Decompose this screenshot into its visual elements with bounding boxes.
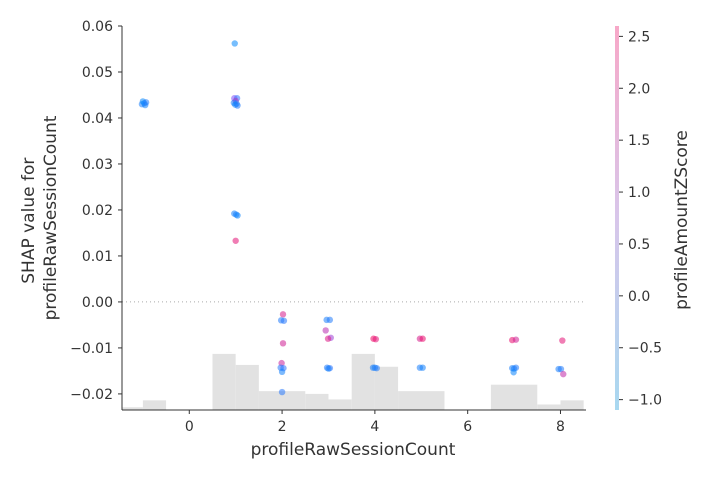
colorbar-tick-label: 1.0 xyxy=(628,185,650,201)
histogram-bar xyxy=(258,391,306,410)
data-point xyxy=(231,40,238,47)
data-point xyxy=(322,327,329,334)
y-tick-label: 0.01 xyxy=(82,249,113,265)
y-tick-label: 0.05 xyxy=(82,65,113,81)
x-tick-label: 2 xyxy=(278,419,287,435)
data-point xyxy=(372,335,380,343)
y-axis-label-line-1: SHAP value for xyxy=(19,158,39,284)
y-tick-label: 0.03 xyxy=(82,157,113,173)
x-ticks: 0 2 4 6 8 xyxy=(185,410,565,435)
histogram-bar xyxy=(305,393,329,410)
colorbar-ticks: −1.0 −0.5 0.0 0.5 1.0 1.5 2.0 2.5 xyxy=(619,29,662,409)
data-point xyxy=(560,370,567,378)
colorbar-tick-label: 2.0 xyxy=(628,81,650,97)
x-tick-label: 0 xyxy=(185,419,194,435)
data-point xyxy=(234,212,241,219)
data-point xyxy=(324,335,332,342)
x-tick-label: 8 xyxy=(556,419,565,435)
histogram-bar xyxy=(490,384,538,410)
points-layer xyxy=(138,40,567,396)
y-tick-label: 0.02 xyxy=(82,203,113,219)
colorbar-tick-label: 1.5 xyxy=(628,133,650,149)
data-point xyxy=(280,317,288,324)
x-tick-label: 4 xyxy=(370,419,379,435)
data-point xyxy=(279,311,287,318)
y-tick-label: 0.00 xyxy=(82,295,113,311)
data-point xyxy=(278,368,286,376)
data-point xyxy=(325,365,332,372)
data-point xyxy=(279,340,287,347)
data-point xyxy=(142,99,150,106)
data-point xyxy=(512,336,520,343)
y-axis-label: SHAP value for profileRawSessionCount xyxy=(19,115,61,320)
histogram-bar xyxy=(212,353,236,410)
data-point xyxy=(419,335,426,342)
colorbar-tick-label: −0.5 xyxy=(628,341,662,357)
histogram-bar xyxy=(351,353,375,410)
y-tick-label: 0.04 xyxy=(82,111,113,127)
colorbar xyxy=(615,26,619,410)
y-tick-label: 0.06 xyxy=(82,19,113,35)
histogram-bar xyxy=(374,366,399,410)
histogram-layer xyxy=(122,353,584,410)
data-point xyxy=(278,388,286,396)
y-tick-label: −0.01 xyxy=(70,341,113,357)
histogram-bar xyxy=(560,400,584,410)
y-tick-label: −0.02 xyxy=(70,387,113,403)
y-ticks: −0.02 −0.01 0.00 0.01 0.02 0.03 0.04 0.05 0.06 xyxy=(70,19,122,403)
histogram-bar xyxy=(235,364,259,410)
histogram-bar xyxy=(328,399,352,410)
colorbar-tick-label: 2.5 xyxy=(628,29,650,45)
data-point xyxy=(373,364,380,372)
y-axis-label-line-2: profileRawSessionCount xyxy=(41,115,61,320)
data-point xyxy=(234,102,241,109)
data-point xyxy=(559,337,566,344)
data-point xyxy=(510,369,517,376)
colorbar-label: profileAmountZScore xyxy=(672,130,692,310)
data-point xyxy=(557,365,565,373)
data-point xyxy=(232,237,239,244)
axes-layer xyxy=(121,26,586,411)
histogram-bar xyxy=(142,400,167,410)
histogram-bar xyxy=(537,404,561,410)
data-point xyxy=(326,316,334,324)
x-tick-label: 6 xyxy=(463,419,472,435)
data-point xyxy=(419,364,426,371)
colorbar-tick-label: 0.0 xyxy=(628,289,650,305)
histogram-bar xyxy=(398,391,445,410)
histogram-bar xyxy=(122,407,143,410)
colorbar-tick-label: 0.5 xyxy=(628,237,650,253)
colorbar-tick-label: −1.0 xyxy=(628,393,662,409)
x-axis-label: profileRawSessionCount xyxy=(251,440,456,460)
